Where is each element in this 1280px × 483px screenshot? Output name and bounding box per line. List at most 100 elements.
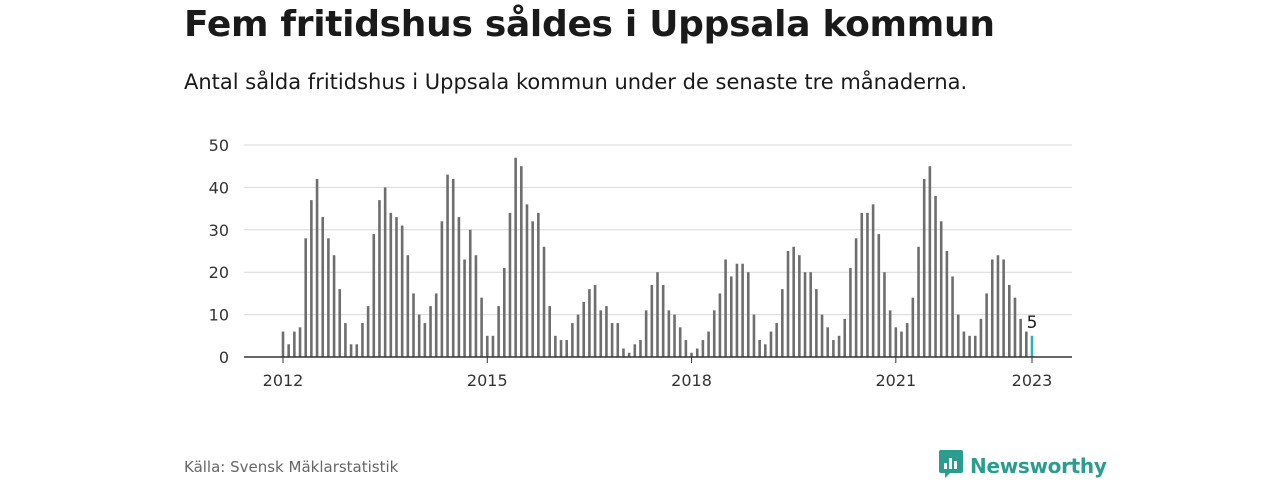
bar [281,331,285,357]
bar [315,178,319,357]
bar [990,259,994,357]
bar [758,340,761,357]
bar [860,212,864,357]
bar [497,306,500,357]
bar [928,166,932,357]
bar [775,323,778,357]
bar [400,225,404,357]
bar [338,289,342,357]
bar [463,259,466,357]
bar [735,263,739,357]
x-tick-label: 2018 [671,371,712,390]
bar [968,335,971,357]
bar [1025,331,1028,357]
bar [474,255,478,357]
bar [894,327,898,357]
bar [627,352,631,357]
bar [304,238,307,357]
bar [803,272,807,357]
bar [798,255,801,357]
y-tick-label: 40 [209,178,229,197]
bar [656,272,659,357]
bar [781,289,784,357]
bar [310,200,313,357]
bar [457,217,461,357]
y-tick-label: 50 [209,136,229,155]
y-tick-label: 0 [219,348,229,367]
bar [520,166,523,357]
bar-chart: 0 10 20 30 40 50 5 2012 2015 2018 2021 2023 [209,136,1072,390]
bar [599,310,603,357]
bar [514,157,517,357]
bar [451,178,455,357]
bar [491,335,495,357]
bar [412,293,415,357]
bar [849,267,852,357]
bar [650,284,654,357]
bar [729,276,733,357]
bar [554,335,557,357]
axes: 0 10 20 30 40 50 5 2012 2015 2018 2021 2023 [209,136,1072,390]
bar [951,276,954,357]
chart-title: Fem fritidshus såldes i Uppsala kommun [184,4,995,45]
chart-subtitle: Antal sålda fritidshus i Uppsala kommun … [184,70,968,94]
bar [718,293,722,357]
bar [559,340,563,357]
bar [877,234,881,357]
bar [1019,318,1022,357]
bar [383,187,387,357]
bar [888,310,892,357]
bar [548,306,551,357]
bar [667,310,671,357]
bar [565,340,569,357]
bar [786,251,790,357]
bar [883,272,886,357]
source-note: Källa: Svensk Mäklarstatistik [184,458,399,476]
bar [979,318,983,357]
bar [480,297,483,357]
bar [1013,297,1017,357]
bar [429,306,432,357]
bar [327,238,330,357]
bar [684,340,688,357]
bar [934,195,937,357]
y-tick-label: 30 [209,221,229,240]
bar [366,306,370,357]
bar [344,323,347,357]
bar [871,204,875,357]
bar [503,267,506,357]
bar [378,200,381,357]
brand-logo[interactable]: Newsworthy [938,449,1107,483]
highlight-bar [1030,335,1034,357]
bar [843,318,847,357]
bar [939,221,943,357]
bar [542,246,546,357]
bar [712,310,716,357]
bar [661,284,665,357]
x-tick-label: 2023 [1012,371,1053,390]
bar [832,340,835,357]
bar [695,348,699,357]
bar [332,255,336,357]
bar [531,221,534,357]
bar [293,331,296,357]
y-tick-label: 20 [209,263,229,282]
bar [746,272,750,357]
bar [900,331,903,357]
bar [911,297,915,357]
bar [644,310,648,357]
bar [996,255,1000,357]
bar [298,327,302,357]
bar [945,251,949,357]
bar [905,323,909,357]
bar [837,335,841,357]
bar [537,212,540,357]
y-tick-label: 10 [209,306,229,325]
bar [582,301,586,357]
bar [985,293,988,357]
bar [673,314,676,357]
bar [764,344,767,357]
bar [741,263,744,357]
x-tick-label: 2021 [875,371,916,390]
bar [678,327,682,357]
